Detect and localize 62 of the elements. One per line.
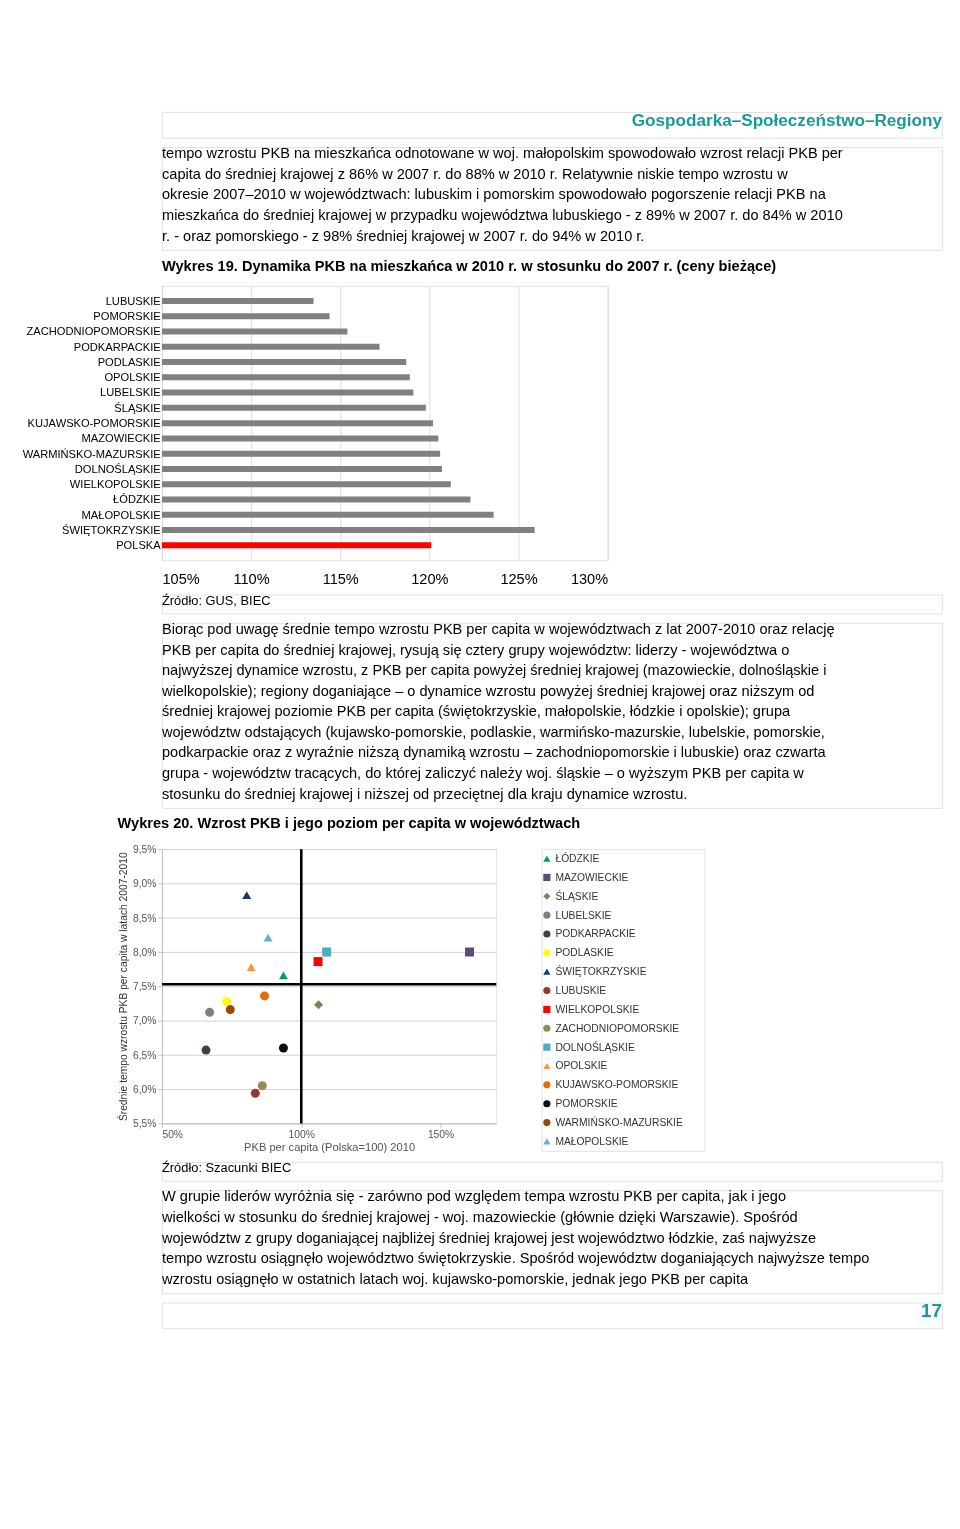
y-tick-label: ŚWIĘTOKRZYSKIE: [62, 523, 161, 536]
y-tick-label: 6,5%: [133, 1049, 157, 1061]
y-tick-label: KUJAWSKO-POMORSKIE: [27, 417, 161, 429]
y-tick-label: ŚLĄSKIE: [114, 401, 161, 414]
legend-label: LUBUSKIE: [555, 985, 607, 996]
y-tick-label: 8,5%: [133, 912, 157, 924]
y-tick-label: 5,5%: [133, 1118, 157, 1130]
text: Źródło: GUS, BIEC: [162, 592, 271, 608]
y-tick-label: POLSKA: [116, 539, 162, 552]
legend-label: PODLASKIE: [555, 947, 614, 959]
y-tick-label: POMORSKIE: [93, 310, 161, 323]
y-tick-label: 9,0%: [133, 878, 157, 890]
x-tick-label: 120%: [411, 570, 449, 587]
legend-label: WIELKOPOLSKIE: [555, 1003, 640, 1015]
chart-title: Wykres 20. Wzrost PKB i jego poziom per capita w województwach: [117, 815, 581, 832]
legend-label: PODKARPACKIE: [555, 928, 636, 940]
legend-label: MAZOWIECKIE: [555, 871, 629, 883]
y-tick-label: LUBUSKIE: [105, 294, 161, 307]
text: 17: [921, 1300, 942, 1322]
y-tick-label: LUBELSKIE: [100, 386, 161, 399]
legend-label: ŚLĄSKIE: [555, 889, 599, 902]
y-tick-label: 8,0%: [133, 946, 157, 958]
x-tick-label: 125%: [500, 570, 538, 587]
y-axis-title: Średnie tempo wzrostu PKB per capita w latach 2007-2010: [116, 852, 129, 1122]
text: tempo wzrostu PKB na mieszkańca odnotowane w woj. małopolskim spowodowało wzrost relacji PKB per capita do średniej krajowej z 86% w 2007 r. do 88% w 2010 r. Relatywnie niskie tempo wzrostu w okresie 2007–2010 w województwach: lubuskim i pomorskim spowodowało pogorszenie relacji PKB na mieszkańca do średniej krajowej w przypadku województwa lubuskiego - z 89% w 2007 r. do 84% w 2010 r. - oraz pomorskiego - z 98% średniej krajowej w 2007 r. do 94% w 2010 r.: [162, 145, 843, 244]
x-axis-title: PKB per capita (Polska=100) 2010: [244, 1141, 416, 1154]
x-tick-label: 130%: [570, 570, 609, 587]
legend-label: ŁÓDZKIE: [555, 852, 600, 864]
y-tick-label: MAZOWIECKIE: [81, 432, 161, 445]
text: Źródło: Szacunki BIEC: [162, 1160, 292, 1176]
x-tick-label: 100%: [288, 1128, 315, 1140]
x-tick-label: 150%: [427, 1128, 455, 1140]
legend-label: WARMIŃSKO-MAZURSKIE: [555, 1116, 683, 1128]
y-tick-label: 9,5%: [133, 844, 157, 855]
legend-label: POMORSKIE: [555, 1098, 618, 1110]
text: W grupie liderów wyróżnia się - zarówno pod względem tempa wzrostu PKB per capita, jak i jego wielkości w stosunku do średniej krajowej - woj. mazowieckie (głównie dzięki Warszawie). Spośród województw z grupy doganiającej najbliżej średniej krajowej jest województwo łódzkie, zaś najwyższe tempo wzrostu osiągnęło województwo świętokrzyskie. Spośród województw doganiających najwyższe tempo wzrostu osiągnęło w ostatnich latach woj. kujawsko-pomorskie, jednak jego PKB per capita: [161, 1188, 870, 1287]
legend-label: OPOLSKIE: [555, 1060, 608, 1072]
y-tick-label: PODKARPACKIE: [73, 340, 161, 353]
y-tick-label: WARMIŃSKO-MAZURSKIE: [22, 447, 161, 460]
y-tick-label: 7,0%: [133, 1015, 157, 1027]
x-tick-label: 105%: [162, 570, 200, 587]
y-tick-label: ŁÓDZKIE: [113, 493, 161, 506]
text: Gospodarka–Społeczeństwo–Regiony: [631, 109, 943, 130]
legend-label: ŚWIĘTOKRZYSKIE: [555, 965, 647, 978]
y-tick-label: 7,5%: [133, 981, 157, 993]
legend-label: MAŁOPOLSKIE: [555, 1135, 629, 1147]
y-tick-label: 6,0%: [133, 1084, 157, 1095]
x-tick-label: 110%: [233, 570, 270, 587]
y-tick-label: WIELKOPOLSKIE: [69, 478, 161, 491]
x-tick-label: 115%: [322, 570, 359, 587]
y-tick-label: PODLASKIE: [97, 355, 161, 368]
legend-label: LUBELSKIE: [555, 909, 612, 921]
legend-label: ZACHODNIOPOMORSKIE: [555, 1022, 680, 1034]
y-tick-label: OPOLSKIE: [104, 371, 161, 384]
y-tick-label: MAŁOPOLSKIE: [81, 508, 161, 521]
text: Biorąc pod uwagę średnie tempo wzrostu PKB per capita w województwach z lat 2007-2010 oraz relację PKB per capita do średniej krajowej, rysują się cztery grupy województw: liderzy - województwa o najwyższej dynamice wzrostu, z PKB per capita powyżej średniej krajowej (mazowieckie, dolnośląskie i wielkopolskie); regiony doganiające – o dynamice wzrostu powyżej średniej krajowej oraz niższym od średniej krajowej poziomie PKB per capita (świętokrzyskie, małopolskie, łódzkie i opolskie); grupa województw odstających (kujawsko-pomorskie, podlaskie, warmińsko-mazurskie, lubelskie, pomorskie, podkarpackie oraz z wyraźnie niższą dynamiką wzrostu – zachodniopomorskie i lubuskie) oraz czwarta grupa - województw tracących, do której zaliczyć należy woj. śląskie – o wyższym PKB per capita w stosunku do średniej krajowej i niższej od przeciętnej dla kraju dynamice wzrostu.: [162, 621, 835, 802]
legend-label: DOLNOŚLĄSKIE: [555, 1040, 635, 1053]
y-tick-label: ZACHODNIOPOMORSKIE: [26, 325, 161, 338]
x-tick-label: 50%: [162, 1128, 183, 1140]
y-tick-label: DOLNOŚLĄSKIE: [74, 462, 161, 475]
legend-label: KUJAWSKO-POMORSKIE: [555, 1079, 679, 1091]
chart-title: Wykres 19. Dynamika PKB na mieszkańca w 2010 r. w stosunku do 2007 r. (ceny bieżące): [162, 257, 777, 274]
